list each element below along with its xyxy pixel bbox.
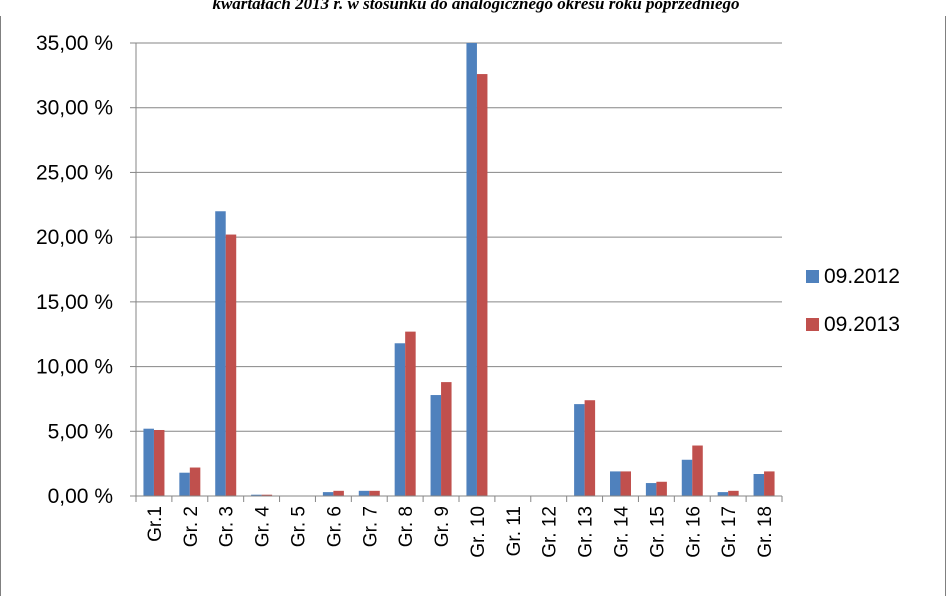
bar-09.2012-Gr.2 (179, 472, 190, 496)
bar-09.2013-Gr.10 (476, 74, 488, 496)
chart-caption: kwartałach 2013 r. w stosunku do analogi… (212, 0, 740, 13)
bar-09.2013-Gr.15 (656, 481, 667, 496)
bar-09.2013-Gr.18 (764, 471, 775, 496)
bar-chart: 0,00 % 5,00 % 10,00 % 15,00 % 20,00 % 25,00 %… (36, 32, 900, 558)
legend-swatch-09.2013 (806, 318, 819, 331)
y-tick-label: 10,00 % (36, 356, 113, 379)
chart-frame: 0,00 % 5,00 % 10,00 % 15,00 % 20,00 % 25,00 %… (0, 16, 946, 596)
y-tick-label: 0,00 % (48, 485, 113, 508)
y-tick-label: 30,00 % (36, 97, 113, 120)
gridlines (136, 42, 782, 432)
axes (130, 42, 783, 502)
bars (143, 43, 775, 496)
y-tick-labels: 0,00 % 5,00 % 10,00 % 15,00 % 20,00 % 25,00 %… (36, 32, 113, 508)
x-tick-label: Gr. 10 (468, 506, 489, 558)
x-tick-label: Gr. 11 (504, 506, 525, 556)
y-tick-label: 15,00 % (36, 291, 113, 314)
x-tick-label: Gr. 4 (253, 506, 274, 548)
bar-09.2013-Gr.6 (333, 490, 344, 496)
y-tick-label: 20,00 % (36, 226, 113, 249)
x-tick-label: Gr. 5 (289, 506, 310, 547)
bar-09.2013-Gr.8 (405, 331, 416, 496)
bar-09.2012-Gr.17 (717, 492, 729, 496)
bar-09.2013-Gr.4 (261, 494, 273, 496)
bar-09.2012-Gr.18 (753, 473, 765, 496)
bar-09.2013-Gr.17 (728, 490, 739, 496)
bar-09.2012-Gr.16 (681, 459, 693, 496)
x-tick-label: Gr. 9 (432, 506, 453, 547)
y-tick-label: 35,00 % (36, 32, 113, 55)
legend-label-09.2012: 09.2012 (824, 265, 900, 288)
legend-label-09.2013: 09.2013 (824, 313, 900, 336)
x-tick-label: Gr. 8 (396, 506, 417, 547)
x-tick-labels: Gr.1 Gr. 2 Gr. 3 Gr. 4 Gr. 5 Gr. 6 Gr. 7 Gr. 8 G… (145, 506, 776, 558)
bar-09.2013-Gr.13 (584, 400, 596, 496)
bar-09.2012-Gr.4 (251, 494, 262, 496)
bar-09.2012-Gr.3 (215, 211, 226, 496)
bar-09.2012-Gr.1 (143, 428, 154, 496)
x-tick-label: Gr. 15 (647, 506, 668, 558)
bar-09.2012-Gr.6 (322, 492, 334, 496)
x-tick-label: Gr. 12 (540, 506, 561, 558)
legend-swatch-09.2012 (806, 270, 819, 283)
y-tick-label: 25,00 % (36, 161, 113, 184)
bar-09.2013-Gr.7 (369, 490, 380, 496)
bar-09.2013-Gr.3 (225, 234, 237, 496)
bar-09.2012-Gr.10 (466, 43, 477, 496)
x-tick-label: Gr. 14 (612, 506, 633, 558)
x-tick-label: Gr.1 (145, 506, 166, 542)
x-tick-label: Gr. 7 (360, 506, 381, 547)
y-tick-label: 5,00 % (48, 420, 113, 443)
bar-09.2013-Gr.9 (441, 382, 452, 496)
x-tick-label: Gr. 16 (683, 506, 704, 558)
x-tick-label: Gr. 3 (217, 506, 238, 547)
legend: 09.2012 09.2013 (806, 265, 900, 336)
bar-09.2012-Gr.7 (358, 490, 370, 496)
x-tick-label: Gr. 17 (719, 506, 740, 558)
x-tick-label: Gr. 18 (755, 506, 776, 558)
bar-09.2013-Gr.14 (620, 471, 631, 496)
x-tick-label: Gr. 6 (324, 506, 345, 547)
bar-09.2012-Gr.9 (430, 395, 442, 496)
bar-09.2012-Gr.8 (394, 343, 406, 496)
x-tick-label: Gr. 13 (576, 506, 597, 558)
bar-09.2013-Gr.1 (153, 429, 165, 496)
bar-09.2012-Gr.14 (610, 471, 621, 496)
x-tick-label: Gr. 2 (181, 506, 202, 547)
bar-09.2013-Gr.2 (189, 467, 201, 496)
bar-09.2012-Gr.15 (645, 483, 657, 496)
bar-09.2013-Gr.16 (692, 445, 703, 496)
bar-09.2012-Gr.13 (574, 404, 585, 496)
